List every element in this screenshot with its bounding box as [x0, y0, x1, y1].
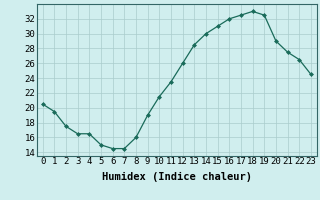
- X-axis label: Humidex (Indice chaleur): Humidex (Indice chaleur): [102, 172, 252, 182]
